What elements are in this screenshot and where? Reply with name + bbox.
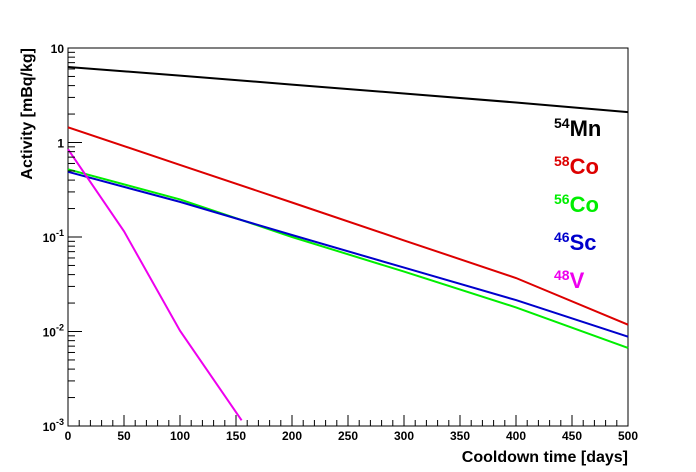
series-line-58co bbox=[67, 126, 629, 326]
x-axis-title: Cooldown time [days] bbox=[462, 449, 628, 466]
x-tick-label: 500 bbox=[618, 429, 638, 443]
x-tick-label: 150 bbox=[226, 429, 246, 443]
y-tick-label: 10-3 bbox=[43, 417, 64, 434]
y-axis-title: Activity [mBq/kg] bbox=[19, 48, 36, 180]
series-line-46sc bbox=[67, 170, 629, 338]
x-tick-label: 300 bbox=[394, 429, 414, 443]
y-tick-label: 1 bbox=[57, 137, 64, 151]
series-layer bbox=[67, 66, 629, 421]
x-tick-label: 350 bbox=[450, 429, 470, 443]
series-line-48v bbox=[67, 148, 243, 421]
x-tick-label: 100 bbox=[170, 429, 190, 443]
y-tick-label: 10-2 bbox=[43, 323, 64, 340]
series-line-56co bbox=[67, 168, 629, 349]
legend-entry-58co: 58Co bbox=[554, 153, 599, 179]
legend: 54Mn 58Co 56Co 46Sc 48V bbox=[554, 115, 601, 293]
y-tick-label: 10 bbox=[51, 42, 65, 56]
x-tick-label: 200 bbox=[282, 429, 302, 443]
legend-entry-54mn: 54Mn bbox=[554, 115, 601, 141]
series-line-54mn bbox=[67, 66, 629, 114]
x-tick-label: 50 bbox=[117, 429, 131, 443]
x-tick-label: 250 bbox=[338, 429, 358, 443]
x-tick-label: 450 bbox=[562, 429, 582, 443]
y-axis-ticks: 10-3 10-2 10-1 1 10 bbox=[43, 42, 82, 434]
x-axis-ticks: 0 50 100 150 200 250 300 350 400 450 500 bbox=[65, 415, 638, 443]
x-tick-label: 400 bbox=[506, 429, 526, 443]
legend-entry-48v: 48V bbox=[554, 267, 585, 293]
y-tick-label: 10-1 bbox=[43, 228, 64, 245]
legend-entry-56co: 56Co bbox=[554, 191, 599, 217]
legend-entry-46sc: 46Sc bbox=[554, 229, 597, 255]
x-tick-label: 0 bbox=[65, 429, 72, 443]
